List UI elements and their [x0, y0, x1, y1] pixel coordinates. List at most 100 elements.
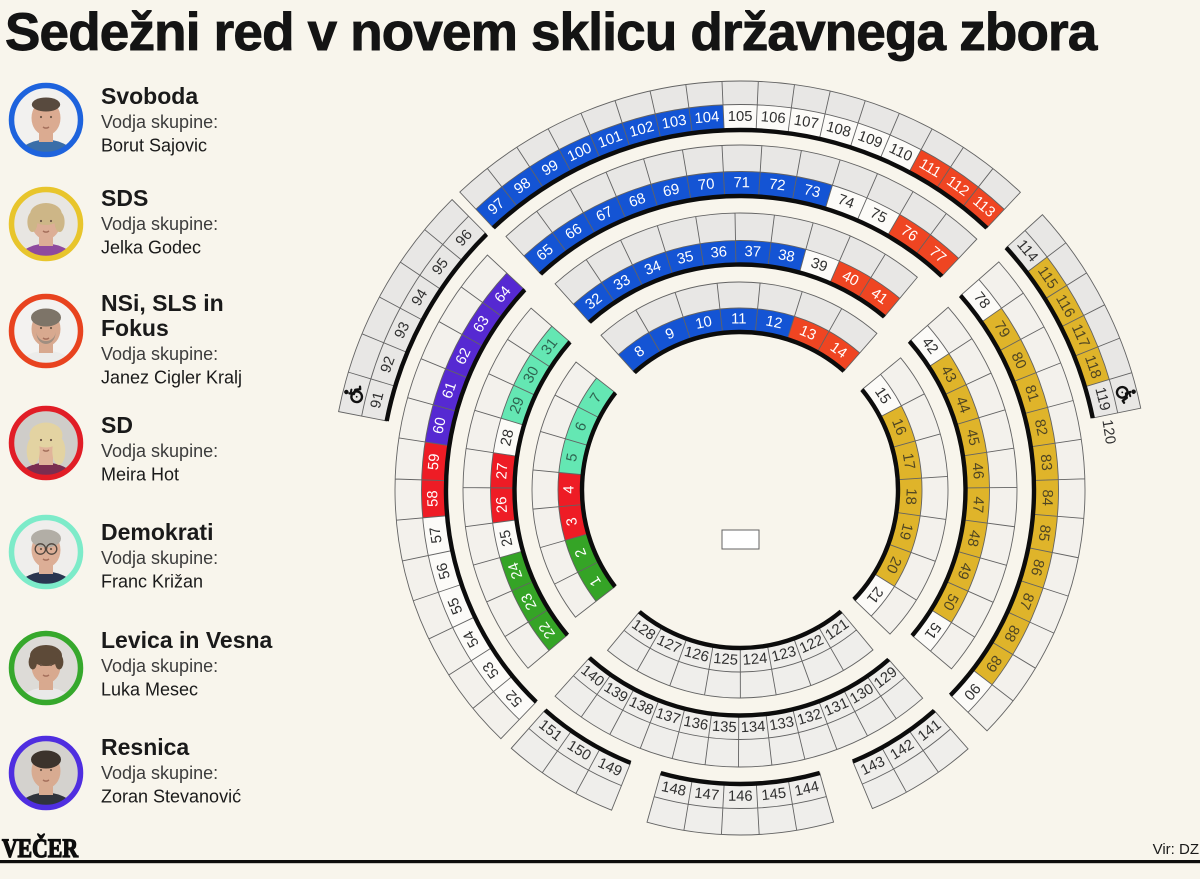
svg-text:SD: SD: [101, 412, 133, 438]
svg-text:46: 46: [969, 462, 986, 480]
svg-text:136: 136: [682, 714, 709, 734]
svg-text:23: 23: [519, 590, 541, 612]
svg-text:62: 62: [453, 346, 475, 368]
svg-text:Vodja skupine:: Vodja skupine:: [101, 763, 218, 783]
svg-text:146: 146: [728, 789, 753, 805]
svg-text:24: 24: [506, 560, 527, 581]
svg-text:135: 135: [711, 719, 737, 737]
svg-text:59: 59: [426, 453, 443, 471]
svg-text:41: 41: [868, 285, 891, 308]
svg-text:33: 33: [611, 272, 633, 294]
svg-text:82: 82: [1031, 418, 1050, 437]
svg-text:78: 78: [970, 289, 993, 312]
svg-text:14: 14: [827, 339, 850, 362]
svg-text:94: 94: [409, 287, 431, 309]
svg-text:103: 103: [661, 113, 688, 133]
svg-text:56: 56: [434, 561, 454, 581]
svg-text:79: 79: [990, 318, 1012, 340]
svg-text:Jelka Godec: Jelka Godec: [101, 238, 201, 258]
svg-text:NSi, SLS in: NSi, SLS in: [101, 290, 224, 316]
svg-text:25: 25: [497, 528, 516, 547]
svg-text:63: 63: [471, 313, 493, 336]
svg-text:SDS: SDS: [101, 185, 148, 211]
svg-text:145: 145: [761, 786, 787, 805]
svg-text:98: 98: [511, 175, 534, 198]
svg-text:124: 124: [742, 651, 768, 669]
svg-text:54: 54: [461, 628, 483, 650]
svg-text:81: 81: [1021, 383, 1041, 404]
svg-text:68: 68: [627, 191, 648, 212]
svg-text:28: 28: [498, 428, 517, 448]
svg-text:119: 119: [1091, 386, 1112, 413]
svg-text:38: 38: [777, 247, 796, 266]
svg-text:42: 42: [918, 335, 941, 358]
svg-text:21: 21: [863, 583, 886, 606]
svg-text:120: 120: [1098, 418, 1118, 445]
svg-text:26: 26: [494, 496, 511, 513]
svg-text:71: 71: [733, 175, 750, 191]
svg-text:30: 30: [521, 364, 543, 386]
svg-text:133: 133: [768, 714, 795, 734]
svg-text:Franc Križan: Franc Križan: [101, 572, 203, 592]
svg-text:126: 126: [683, 644, 711, 666]
svg-text:Fokus: Fokus: [101, 315, 169, 341]
svg-text:74: 74: [835, 192, 856, 213]
svg-text:123: 123: [770, 644, 798, 666]
svg-text:12: 12: [764, 313, 783, 332]
svg-text:83: 83: [1037, 454, 1054, 472]
svg-text:35: 35: [675, 249, 695, 268]
svg-text:18: 18: [902, 488, 919, 505]
svg-text:37: 37: [744, 244, 761, 261]
svg-text:3: 3: [564, 516, 581, 527]
svg-text:Zoran Stevanović: Zoran Stevanović: [101, 787, 241, 807]
svg-text:70: 70: [697, 176, 715, 194]
svg-text:144: 144: [793, 779, 821, 800]
svg-text:86: 86: [1027, 557, 1047, 577]
svg-text:76: 76: [898, 223, 921, 245]
svg-text:66: 66: [563, 221, 586, 243]
svg-text:19: 19: [896, 522, 916, 542]
svg-text:85: 85: [1035, 524, 1053, 543]
svg-text:Vodja skupine:: Vodja skupine:: [101, 548, 218, 568]
svg-text:50: 50: [939, 591, 961, 613]
svg-text:Sedežni red v novem sklicu drž: Sedežni red v novem sklicu državnega zbo…: [5, 3, 1098, 62]
svg-text:55: 55: [445, 595, 466, 616]
svg-text:67: 67: [594, 204, 616, 226]
svg-text:47: 47: [969, 496, 986, 513]
svg-text:93: 93: [392, 320, 414, 342]
svg-text:69: 69: [662, 181, 682, 200]
svg-text:91: 91: [368, 390, 387, 410]
svg-text:13: 13: [797, 323, 818, 344]
svg-text:132: 132: [795, 706, 823, 729]
svg-text:39: 39: [809, 255, 830, 276]
svg-text:27: 27: [494, 462, 511, 480]
svg-text:108: 108: [824, 119, 852, 141]
svg-text:80: 80: [1007, 350, 1028, 372]
svg-text:51: 51: [921, 619, 944, 642]
svg-text:20: 20: [882, 554, 904, 576]
svg-text:31: 31: [539, 335, 562, 358]
svg-text:107: 107: [793, 113, 820, 133]
svg-text:118: 118: [1081, 353, 1104, 381]
svg-text:Resnica: Resnica: [101, 734, 189, 760]
svg-text:36: 36: [710, 244, 728, 261]
svg-text:134: 134: [740, 719, 766, 736]
svg-text:104: 104: [694, 109, 720, 127]
svg-text:11: 11: [731, 311, 746, 327]
svg-text:44: 44: [952, 395, 973, 416]
svg-text:106: 106: [760, 109, 786, 127]
svg-text:89: 89: [982, 652, 1005, 675]
svg-text:Borut Sajovic: Borut Sajovic: [101, 136, 207, 156]
svg-text:Levica in Vesna: Levica in Vesna: [101, 627, 273, 653]
svg-text:105: 105: [728, 109, 753, 125]
svg-text:92: 92: [378, 354, 399, 375]
svg-text:43: 43: [937, 363, 959, 385]
svg-text:148: 148: [660, 779, 688, 800]
svg-text:53: 53: [480, 658, 503, 681]
svg-text:Vodja skupine:: Vodja skupine:: [101, 344, 218, 364]
svg-text:VEČER: VEČER: [2, 834, 78, 863]
svg-text:Meira Hot: Meira Hot: [101, 465, 179, 485]
svg-text:22: 22: [536, 619, 559, 642]
svg-text:84: 84: [1039, 489, 1055, 506]
svg-text:Demokrati: Demokrati: [101, 519, 213, 545]
